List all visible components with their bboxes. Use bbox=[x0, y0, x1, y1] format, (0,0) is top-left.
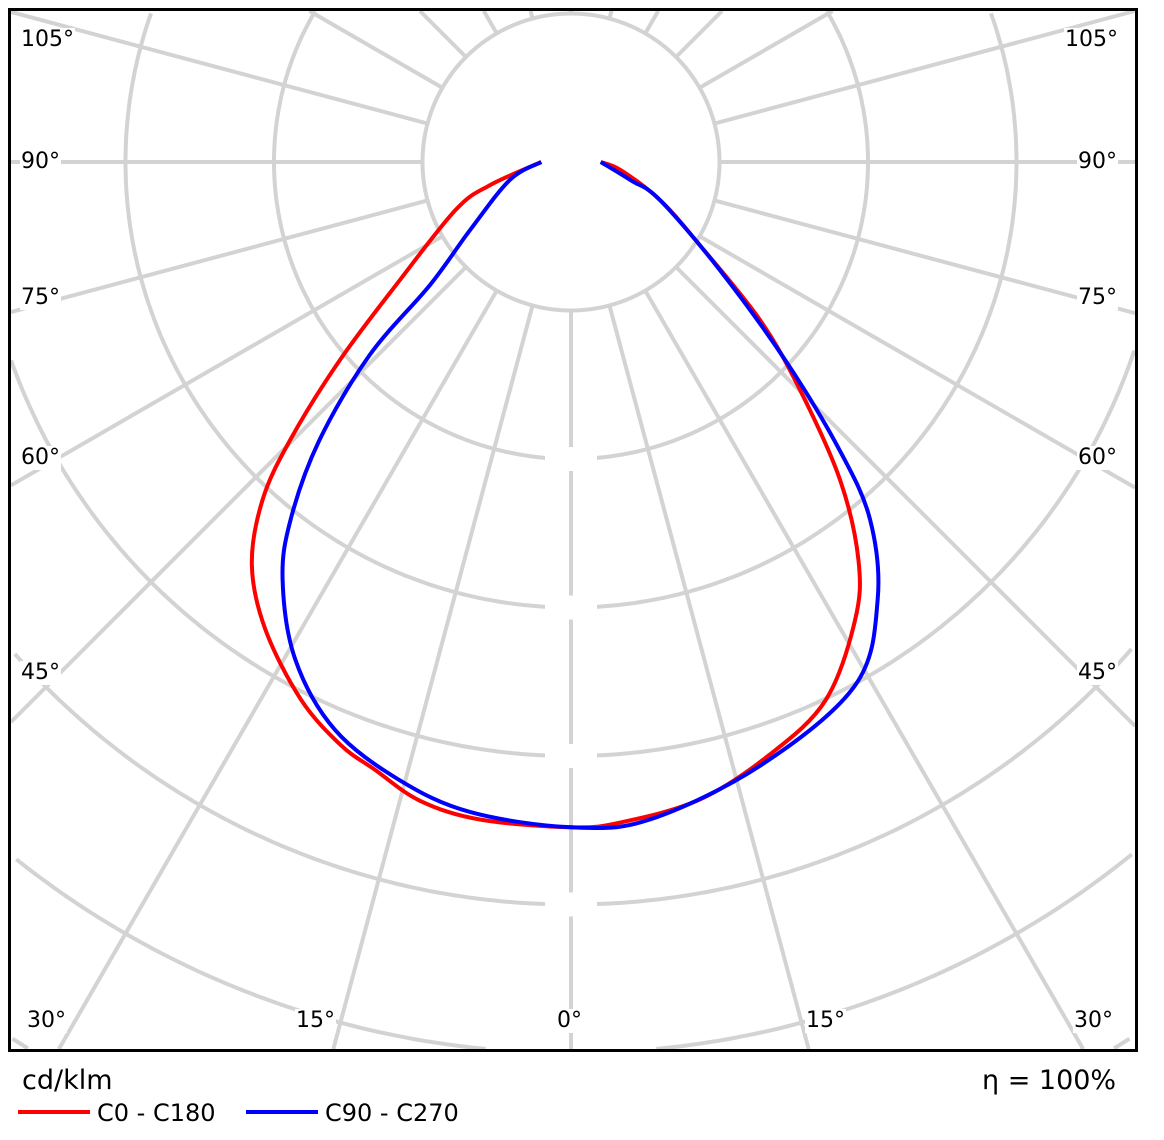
plot-frame bbox=[8, 8, 1138, 1052]
grid-spoke bbox=[674, 265, 1137, 728]
grid-ring bbox=[1113, 1037, 1131, 1051]
grid-ring bbox=[272, 10, 571, 461]
angle-label-right-90: 90° bbox=[1077, 149, 1118, 174]
legend-swatch-c90-c270 bbox=[246, 1110, 318, 1114]
grid-spoke bbox=[482, 9, 499, 35]
angle-label-bottom-15-left: 15° bbox=[295, 1008, 336, 1033]
angle-label-left-60: 60° bbox=[20, 445, 61, 470]
grid-ring bbox=[9, 359, 571, 758]
grid-ring bbox=[571, 12, 1019, 610]
angle-label-left-45: 45° bbox=[20, 660, 61, 685]
efficiency-label: η = 100% bbox=[982, 1065, 1117, 1096]
angle-label-left-105: 105° bbox=[20, 27, 75, 52]
grid-ring bbox=[15, 857, 486, 1051]
angle-label-bottom-0: 0° bbox=[556, 1008, 583, 1033]
legend-swatch-c0-c180 bbox=[18, 1110, 90, 1114]
grid-spoke bbox=[308, 9, 444, 90]
ring-label-bg bbox=[545, 595, 597, 620]
grid-ring bbox=[571, 10, 870, 461]
grid-ring bbox=[11, 1037, 29, 1051]
angle-label-left-75: 75° bbox=[20, 285, 61, 310]
grid-spoke bbox=[9, 265, 468, 724]
grid-spoke bbox=[10, 198, 429, 314]
grid-ring bbox=[420, 11, 722, 313]
grid-ring bbox=[571, 349, 1137, 758]
angle-label-left-90: 90° bbox=[20, 149, 61, 174]
grid bbox=[9, 9, 1137, 1051]
angle-label-bottom-30-left: 30° bbox=[26, 1008, 67, 1033]
grid-spoke bbox=[331, 304, 535, 1050]
ring-label-bg bbox=[545, 892, 597, 917]
grid-ring bbox=[13, 652, 571, 907]
grid-ring bbox=[571, 647, 1133, 907]
unit-label: cd/klm bbox=[22, 1065, 113, 1096]
angle-label-right-45: 45° bbox=[1077, 660, 1118, 685]
grid-ring bbox=[656, 852, 1133, 1051]
ring-label-bg bbox=[545, 744, 597, 768]
grid-spoke bbox=[418, 9, 468, 59]
grid-spoke bbox=[674, 9, 724, 59]
series-curve-c0-c180 bbox=[249, 160, 862, 830]
legend-label-c90-c270: C90 - C270 bbox=[325, 1099, 459, 1127]
angle-label-right-105: 105° bbox=[1064, 27, 1119, 52]
legend-label-c0-c180: C0 - C180 bbox=[97, 1099, 216, 1127]
series-curve-c90-c270 bbox=[280, 160, 881, 831]
grid-spoke bbox=[713, 198, 1136, 316]
grid-ring bbox=[123, 12, 571, 610]
angle-label-right-75: 75° bbox=[1077, 285, 1118, 310]
grid-spoke bbox=[10, 10, 429, 126]
grid-spoke bbox=[698, 9, 834, 90]
ring-label-bg bbox=[545, 447, 597, 471]
curves bbox=[249, 160, 881, 831]
angle-label-bottom-15-right: 15° bbox=[805, 1008, 846, 1033]
angle-label-bottom-30-right: 30° bbox=[1073, 1008, 1114, 1033]
grid-spoke bbox=[607, 304, 811, 1050]
grid-spoke bbox=[643, 10, 660, 35]
grid-spoke bbox=[57, 289, 499, 1050]
grid-spoke bbox=[698, 234, 1137, 490]
angle-label-right-60: 60° bbox=[1077, 445, 1118, 470]
grid-spoke bbox=[9, 234, 444, 488]
